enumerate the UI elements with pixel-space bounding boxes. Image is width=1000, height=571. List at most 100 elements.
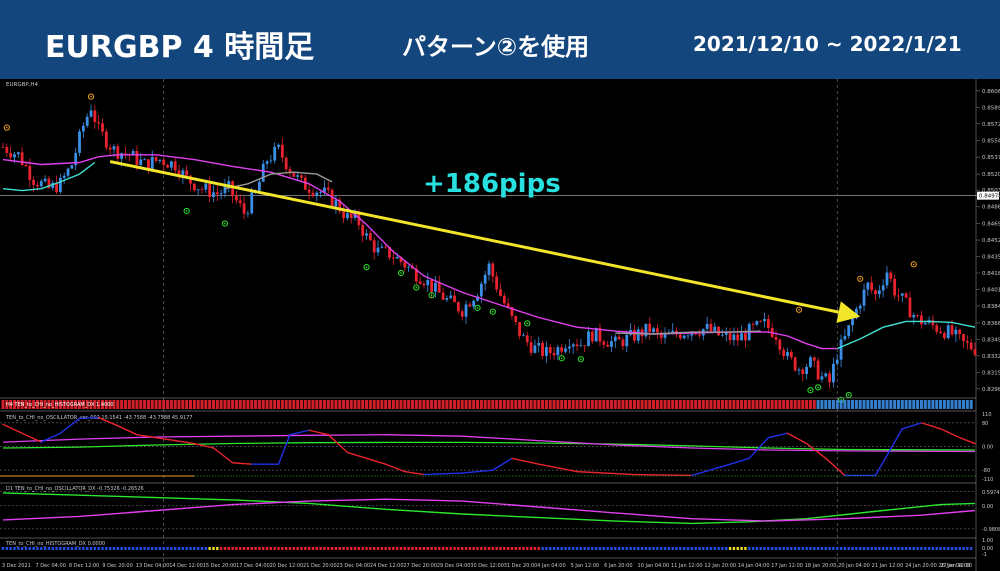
histogram-dx-bar <box>529 547 533 550</box>
histogram-bar <box>361 400 365 409</box>
histogram-dx-bar <box>770 547 774 550</box>
candle-body <box>181 170 185 177</box>
histogram-dx-bar <box>438 547 441 550</box>
candle-body <box>212 192 215 197</box>
histogram-dx-bar <box>717 547 720 550</box>
histogram-dx-bar <box>265 547 269 550</box>
histogram-dx-bar <box>709 547 713 550</box>
candle-body <box>510 307 514 316</box>
candle-body <box>625 334 629 347</box>
histogram-dx-bar <box>901 547 904 550</box>
histogram-bar <box>135 400 139 409</box>
histogram-dx-bar <box>927 547 931 550</box>
candle-body <box>441 292 445 300</box>
oscillator-signal-line <box>117 425 138 436</box>
moving-average-line <box>615 330 761 335</box>
histogram-bar <box>292 400 296 409</box>
histogram-dx-bar <box>258 547 261 550</box>
candle-body <box>682 335 686 339</box>
candle-body <box>338 199 342 212</box>
histogram-bar <box>931 400 935 409</box>
candle-body <box>499 289 502 296</box>
histogram-dx-bar <box>353 547 357 550</box>
candle-body <box>552 353 556 356</box>
candles <box>1 104 977 389</box>
histogram-dx-bar <box>311 547 315 550</box>
histogram-bar <box>97 400 101 409</box>
time-tick-label: 10 Jan 04:00 <box>638 563 670 569</box>
candle-body <box>897 295 900 297</box>
histogram-dx-bar <box>495 547 498 550</box>
candle-body <box>495 276 499 290</box>
histogram-bar <box>384 400 388 409</box>
histogram-dx-bar <box>174 547 177 550</box>
price-tick-label: 0.85545 <box>982 139 1000 145</box>
candle-body <box>177 170 181 177</box>
candle-body <box>782 349 786 357</box>
candle-body <box>644 323 648 337</box>
histogram-bar <box>717 400 721 409</box>
candle-body <box>590 331 594 342</box>
candle-body <box>59 177 62 192</box>
histogram-dx-bar <box>5 547 9 550</box>
histogram-dx-bar <box>617 547 621 550</box>
oscillator-tick-label: -80 <box>982 468 990 474</box>
histogram-bar <box>606 400 610 409</box>
histogram-dx-bar <box>281 547 284 550</box>
histogram-bar <box>602 400 606 409</box>
signal-marker-dot <box>185 210 188 212</box>
histogram-bar <box>514 400 518 409</box>
histogram-bar <box>506 400 510 409</box>
histogram-bar <box>200 400 204 409</box>
histogram-dx-bar <box>392 547 395 550</box>
histogram-dx-bar <box>713 547 716 550</box>
histogram-dx-bar <box>962 547 965 550</box>
candle-body <box>709 323 713 332</box>
histogram-bar <box>805 400 809 409</box>
histogram-bar <box>112 400 116 409</box>
price-tick-label: 0.83495 <box>982 337 1000 343</box>
histogram-bar <box>265 400 269 409</box>
candle-body <box>724 332 728 335</box>
time-tick-label: 9 Dec 20:00 <box>102 563 132 569</box>
histogram-bar <box>678 400 682 409</box>
histogram-dx-bar <box>108 547 112 550</box>
oscillator-signal-line <box>805 442 827 460</box>
candle-body <box>384 246 388 248</box>
histogram-dx-bar <box>621 547 625 550</box>
histogram-dx-bar <box>648 547 651 550</box>
histogram-bar <box>5 400 9 409</box>
histogram-bar <box>20 400 24 409</box>
oscillator-signal-line <box>576 470 636 476</box>
histogram-dx-bar <box>491 547 495 550</box>
histogram-bar <box>66 400 70 409</box>
candle-body <box>602 341 606 345</box>
candle-body <box>659 332 663 338</box>
histogram-dx-bar <box>782 547 785 550</box>
candle-body <box>468 304 472 307</box>
histogram-bar <box>644 400 648 409</box>
histogram-dx-bar <box>395 547 399 550</box>
signal-marker-dot <box>580 358 582 361</box>
histogram-dx-bar <box>552 547 556 550</box>
candle-body <box>759 321 763 322</box>
candle-body <box>778 339 782 350</box>
profit-label: +186pips <box>423 169 561 199</box>
histogram-bar <box>234 400 238 409</box>
histogram-dx-bar <box>369 547 372 550</box>
histogram-bar <box>32 400 36 409</box>
histogram-bar <box>820 400 824 409</box>
histogram-bar <box>414 400 418 409</box>
candle-body <box>154 156 158 161</box>
candle-body <box>368 233 372 241</box>
histogram-dx-bar <box>797 547 801 550</box>
oscillator-signal-line <box>920 422 942 430</box>
candle-body <box>805 366 809 375</box>
signal-marker-dot <box>476 307 479 309</box>
signal-marker-dot <box>6 126 8 129</box>
time-tick-label: 21 Dec 20:00 <box>303 563 337 569</box>
oscillator-signal-line <box>174 439 196 445</box>
histogram-dx-bar <box>931 547 935 550</box>
